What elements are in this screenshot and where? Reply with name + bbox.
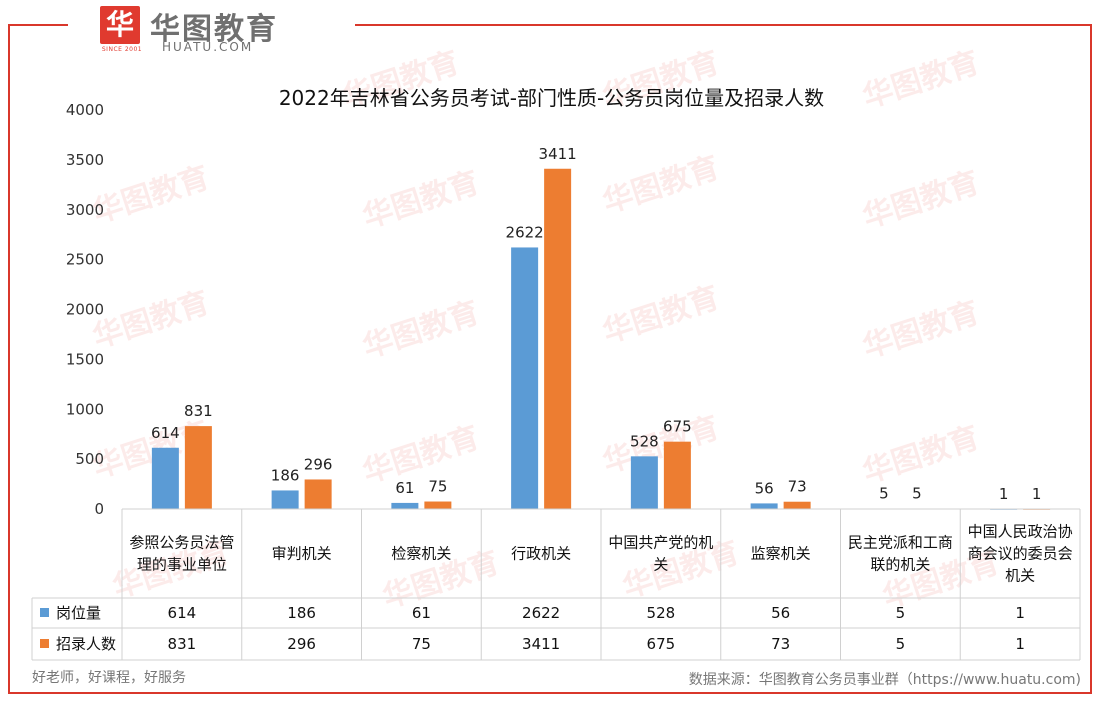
- category-label: 参照公务员法管: [129, 534, 234, 552]
- category-label: 中国人民政治协: [968, 523, 1073, 541]
- data-label: 528: [630, 432, 659, 450]
- data-label: 5: [912, 485, 922, 503]
- table-cell: 73: [771, 635, 790, 653]
- category-label: 审判机关: [272, 545, 332, 563]
- frame-top-left-border: [8, 24, 68, 26]
- bar-positions: [750, 503, 778, 509]
- data-label: 73: [788, 478, 807, 496]
- bar-recruits: [184, 426, 212, 509]
- data-label: 614: [151, 424, 180, 442]
- bar-recruits: [544, 168, 572, 509]
- table-cell: 614: [168, 604, 197, 622]
- bar-recruits: [304, 479, 332, 509]
- bar-recruits: [783, 501, 811, 509]
- table-cell: 675: [647, 635, 676, 653]
- frame-top-right-border: [355, 24, 1092, 26]
- bar-positions: [391, 502, 419, 509]
- data-label: 2622: [506, 223, 544, 241]
- data-label: 3411: [539, 145, 577, 163]
- table-cell: 1: [1015, 604, 1025, 622]
- chart-title: 2022年吉林省公务员考试-部门性质-公务员岗位量及招录人数: [278, 86, 825, 110]
- y-tick-label: 3000: [66, 201, 104, 219]
- brand-logo: 华 SINCE 2001 华图教育 HUATU.COM: [100, 6, 340, 54]
- logo-name: 华图教育: [150, 12, 278, 47]
- y-tick-label: 3500: [66, 151, 104, 169]
- category-label: 机关: [1005, 567, 1035, 585]
- data-label: 296: [304, 455, 333, 473]
- bar-positions: [271, 490, 299, 509]
- y-tick-label: 4000: [66, 101, 104, 119]
- category-label: 中国共产党的机: [608, 534, 713, 552]
- table-cell: 1: [1015, 635, 1025, 653]
- category-label: 商会议的委员会: [968, 545, 1073, 563]
- table-cell: 296: [287, 635, 316, 653]
- data-label: 5: [879, 485, 889, 503]
- data-label: 61: [395, 479, 414, 497]
- table-cell: 186: [287, 604, 316, 622]
- category-label: 关: [653, 556, 668, 574]
- logo-domain: HUATU.COM: [162, 40, 254, 54]
- category-label: 联的机关: [870, 556, 930, 574]
- bar-recruits: [424, 501, 452, 509]
- data-label: 1: [1032, 485, 1042, 503]
- legend-label: 招录人数: [56, 635, 116, 653]
- table-cell: 5: [896, 635, 906, 653]
- category-label: 理的事业单位: [137, 556, 227, 574]
- data-label: 56: [755, 479, 774, 497]
- table-cell: 56: [771, 604, 790, 622]
- table-cell: 75: [412, 635, 431, 653]
- legend-key: [40, 639, 49, 648]
- footer-slogan: 好老师，好课程，好服务: [32, 670, 186, 686]
- data-label: 1: [999, 485, 1009, 503]
- data-label: 75: [428, 478, 447, 496]
- data-label: 831: [184, 402, 213, 420]
- logo-mark: 华: [100, 6, 140, 44]
- legend-label: 岗位量: [56, 604, 101, 622]
- legend-key: [40, 608, 49, 617]
- category-label: 行政机关: [511, 545, 571, 563]
- category-label: 民主党派和工商: [848, 534, 953, 552]
- bar-recruits: [663, 441, 691, 509]
- bar-positions: [630, 456, 658, 509]
- y-tick-label: 2500: [66, 251, 104, 269]
- y-tick-label: 0: [94, 500, 104, 518]
- table-cell: 2622: [522, 604, 560, 622]
- bar-positions: [151, 447, 179, 509]
- table-cell: 61: [412, 604, 431, 622]
- data-label: 675: [663, 418, 692, 436]
- category-label: 监察机关: [751, 545, 811, 563]
- data-label: 186: [271, 466, 300, 484]
- logo-since: SINCE 2001: [101, 46, 143, 53]
- category-label: 检察机关: [391, 545, 451, 563]
- bar-positions: [511, 247, 539, 509]
- table-cell: 3411: [522, 635, 560, 653]
- chart-frame: [8, 24, 1092, 694]
- y-tick-label: 1000: [66, 400, 104, 418]
- y-tick-label: 1500: [66, 350, 104, 368]
- table-cell: 5: [896, 604, 906, 622]
- y-tick-label: 500: [75, 450, 104, 468]
- table-cell: 831: [168, 635, 197, 653]
- y-tick-label: 2000: [66, 301, 104, 319]
- footer-source: 数据来源：华图教育公务员事业群（https://www.huatu.com): [688, 672, 1081, 688]
- table-cell: 528: [647, 604, 676, 622]
